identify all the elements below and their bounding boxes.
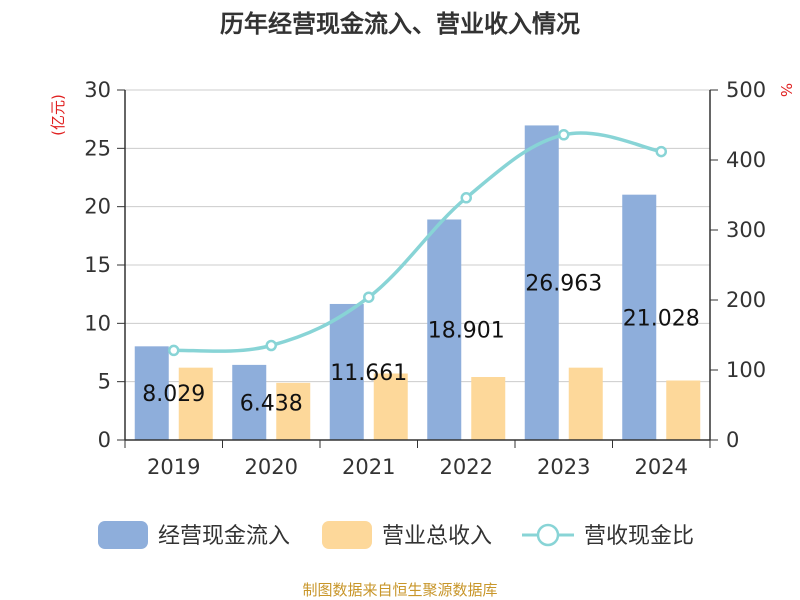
cash-inflow-bar[interactable]	[622, 194, 657, 440]
ratio-point[interactable]	[265, 339, 277, 352]
cash-inflow-data-label: 8.029	[142, 382, 205, 407]
revenue-bar[interactable]	[178, 367, 213, 440]
ratio-point[interactable]	[460, 192, 472, 204]
grid-lines	[125, 89, 710, 383]
left-axis-tick-label: 0	[98, 428, 111, 452]
left-axis-tick-label: 25	[84, 136, 111, 160]
left-axis-tick-label: 5	[98, 370, 111, 394]
legend-label: 营收现金比	[584, 524, 694, 549]
revenue-bar[interactable]	[471, 377, 506, 440]
left-axis-tick-label: 10	[84, 311, 111, 335]
cash-inflow-data-label: 11.661	[330, 361, 407, 386]
right-axis-tick-label: 200	[726, 288, 766, 312]
chart-title: 历年经营现金流入、营业收入情况	[220, 10, 580, 38]
source-note: 制图数据来自恒生聚源数据库	[302, 581, 497, 599]
legend-swatch	[98, 521, 148, 549]
ratio-point[interactable]	[168, 344, 180, 357]
x-axis-tick-label: 2022	[440, 455, 493, 479]
x-axis-tick-label: 2024	[635, 455, 688, 479]
right-axis-tick-label: 100	[726, 358, 766, 382]
legend[interactable]: 经营现金流入 营业总收入 营收现金比	[98, 521, 694, 549]
ratio-point[interactable]	[363, 291, 375, 303]
cash-inflow-data-label: 18.901	[428, 319, 505, 344]
x-axis-tick-label: 2021	[342, 455, 395, 479]
x-axis-tick-label: 2023	[537, 455, 590, 479]
line-layer	[168, 129, 667, 357]
revenue-bar[interactable]	[568, 367, 603, 440]
right-axis-tick-label: 400	[726, 148, 766, 172]
bar-layer	[134, 125, 701, 441]
x-axis-tick-label: 2019	[147, 455, 200, 479]
ratio-point[interactable]	[655, 145, 667, 158]
cash-inflow-bar[interactable]	[134, 346, 169, 440]
left-axis-unit-label: (亿元)	[49, 94, 67, 136]
ratio-line	[173, 131, 662, 353]
right-axis-tick-label: 500	[726, 78, 766, 102]
cash-inflow-data-label: 26.963	[525, 272, 602, 297]
right-axis-unit-label: %	[777, 83, 795, 97]
revenue-bar[interactable]	[373, 373, 408, 441]
left-axis-tick-label: 15	[84, 253, 111, 277]
ratio-point[interactable]	[558, 129, 570, 141]
legend-marker	[536, 523, 560, 547]
cash-inflow-data-label: 21.028	[623, 306, 700, 331]
right-axis-tick-label: 300	[726, 218, 766, 242]
legend-label: 经营现金流入	[158, 524, 290, 549]
left-axis-tick-label: 20	[84, 195, 111, 219]
legend-cash-inflow[interactable]: 经营现金流入	[98, 521, 290, 549]
legend-swatch	[322, 521, 372, 549]
left-axis-tick-label: 30	[84, 78, 111, 102]
revenue-bar[interactable]	[666, 380, 701, 441]
x-axis-tick-label: 2020	[245, 455, 298, 479]
cash-inflow-bar[interactable]	[524, 125, 559, 440]
cash-inflow-bar[interactable]	[232, 364, 267, 440]
legend-label: 营业总收入	[382, 524, 492, 549]
right-axis-tick-label: 0	[726, 428, 739, 452]
legend-revenue[interactable]: 营业总收入	[322, 521, 492, 549]
data-label-layer: 8.029 6.438 11.661 18.901 26.963 21.028	[142, 272, 699, 417]
cash-inflow-data-label: 6.438	[240, 391, 303, 416]
revenue-bar[interactable]	[276, 382, 311, 440]
cash-inflow-bar[interactable]	[427, 219, 462, 440]
legend-ratio[interactable]: 营收现金比	[522, 523, 694, 549]
cash-inflow-bar[interactable]	[329, 303, 364, 440]
